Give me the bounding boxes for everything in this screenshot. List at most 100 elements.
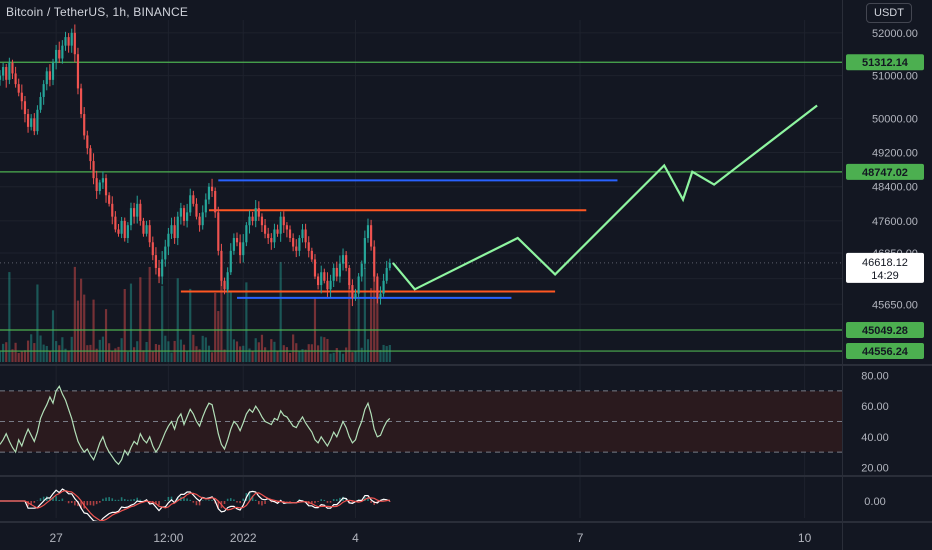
rsi-band [0, 390, 842, 453]
macd-histogram-bar [192, 501, 195, 503]
volume-bar [83, 294, 86, 362]
macd-histogram-bar [27, 501, 29, 507]
macd-histogram-bar [336, 499, 338, 501]
candle-body [36, 109, 39, 132]
candle-body [379, 293, 382, 298]
candle-body [326, 280, 329, 290]
candle-body [198, 216, 201, 226]
candle-body [117, 229, 120, 234]
candle-body [351, 285, 354, 298]
candle-body [282, 216, 285, 226]
candle-body [223, 280, 226, 290]
volume-bar [204, 337, 207, 362]
level-label-box [846, 54, 924, 71]
macd-histogram-bar [176, 497, 179, 501]
macd-histogram-bar [201, 500, 204, 501]
candle-body [76, 54, 80, 89]
volume-bar [235, 341, 239, 362]
rsi-tick-label: 40.00 [861, 432, 889, 444]
macd-histogram-bar [130, 499, 132, 501]
time-tick-label: 2022 [230, 531, 257, 545]
candle-body [39, 96, 42, 110]
time-tick-label: 4 [352, 531, 359, 545]
projection-path[interactable] [392, 104, 818, 291]
candle-body [276, 229, 279, 234]
candle-body [64, 37, 67, 46]
candle-body [195, 203, 198, 217]
horizontal-levels [0, 61, 842, 352]
candle-body [30, 118, 33, 127]
macd-histogram-bar [133, 499, 135, 501]
volume-bar [39, 335, 42, 362]
volume-bar [242, 345, 245, 362]
candle-body [142, 220, 145, 234]
volume-bar [5, 342, 8, 362]
candle-body [254, 208, 257, 221]
last-price-box [846, 252, 924, 283]
candle-body [357, 276, 360, 294]
volume-bar [207, 345, 211, 362]
candle-body [301, 229, 304, 239]
candle-body [329, 280, 332, 290]
symbol-title[interactable]: Bitcoin / TetherUS, 1h, BINANCE [6, 5, 189, 19]
candle-body [210, 186, 214, 191]
candle-body [316, 276, 320, 286]
candle-body [388, 262, 391, 268]
candle-body [11, 62, 14, 74]
candle-body [167, 233, 170, 247]
volume-bar [8, 272, 11, 362]
candle-body [257, 208, 260, 217]
volume-bar [254, 338, 257, 362]
volume-bar [316, 345, 320, 362]
volume-bar [304, 349, 307, 362]
macd-histogram-bar [170, 496, 173, 501]
candle-body [111, 203, 114, 217]
macd-histogram-bar [314, 501, 316, 504]
candle-body [136, 203, 139, 217]
volume-bar [104, 309, 108, 362]
volume-bar [48, 351, 51, 362]
currency-button[interactable]: USDT [866, 3, 912, 23]
candle-body [120, 220, 123, 234]
channel-lines[interactable] [180, 179, 618, 299]
rsi-tick-label: 80.00 [861, 371, 889, 383]
candle-body [245, 225, 248, 243]
volume-bar [139, 277, 142, 362]
volume-bar [123, 289, 126, 362]
volume-bar [92, 299, 95, 362]
candle-body [55, 49, 58, 63]
candle-body [86, 135, 89, 149]
time-tick-label: 10 [798, 531, 812, 545]
price-tick-label: 51000.00 [872, 71, 918, 83]
candle-body [273, 229, 276, 243]
volume-bar [282, 345, 285, 362]
macd-histogram-bar [74, 501, 76, 506]
volume-bar [86, 345, 89, 362]
volume-bar [217, 311, 220, 362]
candle-body [61, 45, 64, 59]
candlesticks [0, 24, 391, 307]
candle-body [239, 242, 242, 256]
price-axis[interactable]: 52000.00 51000.00 50000.00 49200.00 48400.00… [846, 28, 924, 508]
candle-body [292, 238, 295, 247]
macd-histogram-bar [86, 501, 89, 506]
candle-body [33, 118, 36, 132]
candle-body [182, 208, 186, 221]
level-label: 51312.14 [862, 57, 909, 69]
macd-histogram-bar [264, 501, 266, 504]
macd-histogram-bar [236, 501, 238, 503]
candle-body [51, 62, 55, 80]
time-axis[interactable]: 27 12:00 2022 4 7 10 [49, 531, 811, 545]
candle-body [45, 71, 48, 85]
candle-body [385, 267, 388, 281]
candle-body [14, 73, 17, 85]
macd-histogram-bar [55, 496, 57, 501]
candle-body [42, 84, 45, 97]
volume-bar [117, 346, 120, 362]
macd-histogram-bar [114, 499, 117, 501]
macd-histogram-bar [258, 501, 260, 505]
volume-bar [151, 351, 154, 362]
volume-bar [30, 334, 33, 362]
